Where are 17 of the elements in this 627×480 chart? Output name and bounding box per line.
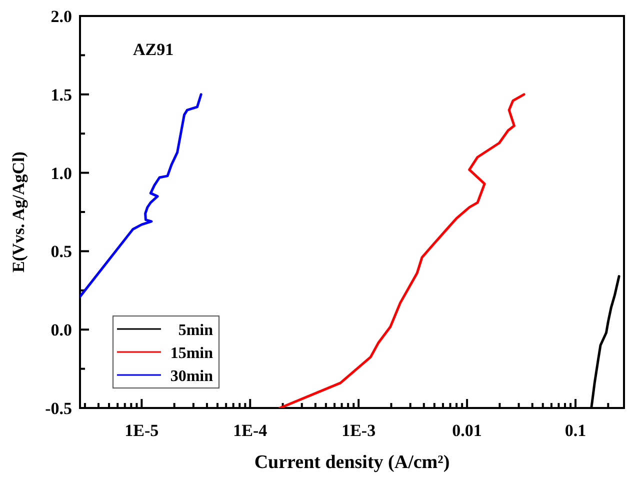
y-tick-label: 1.5 bbox=[50, 85, 72, 104]
legend-label: 15min bbox=[170, 345, 214, 362]
y-tick-label: 0.5 bbox=[50, 242, 72, 262]
y-axis-title: E(Vvs. Ag/AgCl) bbox=[9, 152, 28, 272]
x-tick-label: 0.01 bbox=[452, 421, 482, 440]
y-tick-label: -0.5 bbox=[45, 399, 72, 418]
y-tick-label: 0.0 bbox=[50, 320, 72, 340]
x-axis-title: Current density (A/cm²) bbox=[254, 452, 450, 473]
x-tick-label: 0.1 bbox=[564, 421, 586, 440]
legend-label: 5min bbox=[178, 322, 214, 339]
x-tick-label: 1E-5 bbox=[124, 421, 159, 440]
annotation: AZ91 bbox=[133, 40, 174, 59]
y-tick-label: 1.0 bbox=[50, 164, 72, 183]
legend-label: 30min bbox=[170, 368, 214, 385]
x-tick-label: 1E-4 bbox=[233, 421, 268, 440]
x-tick-label: 1E-3 bbox=[342, 421, 376, 440]
y-tick-label: 2.0 bbox=[50, 7, 72, 26]
